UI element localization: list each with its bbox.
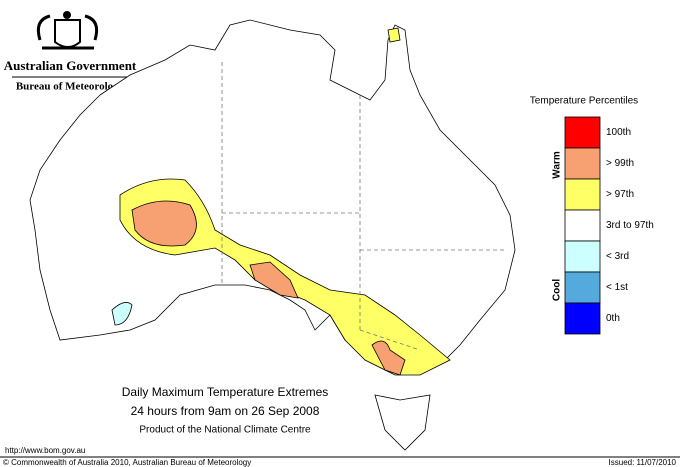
footer-url: http://www.bom.gov.au xyxy=(5,446,85,455)
legend-label: < 3rd xyxy=(606,251,629,262)
legend-label: 100th xyxy=(606,127,631,138)
legend-swatch xyxy=(564,147,601,180)
legend-label: 3rd to 97th xyxy=(606,220,654,231)
legend-swatch xyxy=(564,271,601,304)
legend-group: Cool xyxy=(552,279,563,301)
legend-swatch xyxy=(564,240,601,273)
legend-label: 0th xyxy=(606,313,620,324)
bureau: Bureau of Meteorology xyxy=(16,81,125,93)
australia-map xyxy=(29,19,516,451)
legend: 100th > 99th > 97th 3rd to 97th < 3rd < 1st 0t… xyxy=(564,116,654,335)
crest xyxy=(36,11,99,50)
legend-swatch xyxy=(564,178,601,211)
government: Australian Government xyxy=(4,58,137,73)
legend-label: > 99th xyxy=(606,158,634,169)
footer-issued: Issued: 11/07/2010 xyxy=(609,458,677,467)
caption-subtitle: 24 hours from 9am on 26 Sep 2008 xyxy=(131,404,320,418)
legend-swatch xyxy=(564,116,601,149)
legend-group: Warm xyxy=(552,151,563,179)
footer-copyright: © Commonwealth of Australia 2010, Austra… xyxy=(3,458,251,467)
legend-label: > 97th xyxy=(606,189,634,200)
legend-swatch xyxy=(564,209,601,242)
legend-label: < 1st xyxy=(606,282,628,293)
caption-credit: Product of the National Climate Centre xyxy=(139,425,311,436)
caption-title: Daily Maximum Temperature Extremes xyxy=(122,385,329,399)
legend-title: Temperature Percentiles xyxy=(530,96,638,107)
legend-swatch xyxy=(564,302,601,335)
